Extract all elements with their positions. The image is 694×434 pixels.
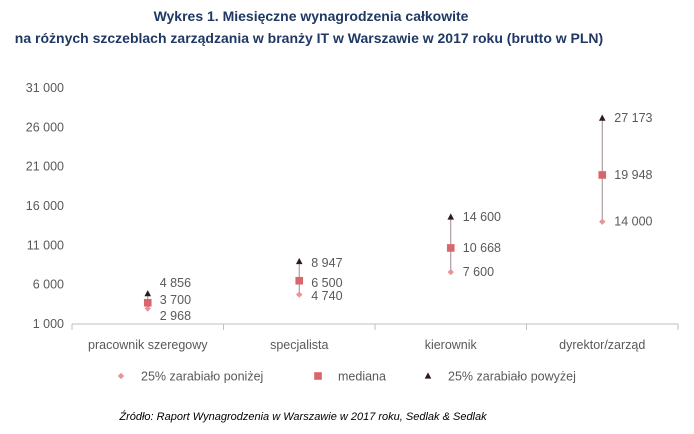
data-point-square <box>446 244 455 252</box>
x-category-label: kierownik <box>425 338 478 352</box>
data-label: 27 173 <box>614 111 652 125</box>
chart-title-line-1: Wykres 1. Miesięczne wynagrodzenia całko… <box>153 8 469 24</box>
y-tick-label: 21 000 <box>26 160 64 174</box>
data-point-diamond <box>144 305 151 312</box>
legend-label: mediana <box>338 370 386 384</box>
legend-marker-square <box>314 372 322 380</box>
data-point-diamond <box>599 218 606 225</box>
data-point-square <box>143 298 152 307</box>
legend-label: 25% zarabiało powyżej <box>448 370 576 384</box>
y-tick-label: 1 000 <box>33 317 64 331</box>
data-label: 4 740 <box>311 289 342 303</box>
data-point-diamond <box>296 291 303 298</box>
data-point-triangle <box>144 290 152 297</box>
data-label: 6 500 <box>311 276 342 290</box>
source-note: Źródło: Raport Wynagrodzenia w Warszawie… <box>119 411 487 423</box>
x-category-label: specjalista <box>270 338 328 352</box>
data-label: 3 700 <box>160 293 191 307</box>
data-label: 19 948 <box>614 168 652 182</box>
y-tick-label: 11 000 <box>27 238 64 252</box>
legend-label: 25% zarabiało poniżej <box>141 370 263 384</box>
data-label: 8 947 <box>311 256 342 270</box>
x-category-label: dyrektor/zarząd <box>559 338 645 352</box>
data-point-square <box>598 171 607 179</box>
chart-title-line-2: na różnych szczeblach zarządzania w bran… <box>14 30 604 46</box>
data-label: 14 000 <box>614 215 652 229</box>
data-point-square <box>295 276 304 285</box>
data-point-triangle <box>447 213 455 220</box>
y-tick-label: 6 000 <box>33 278 64 292</box>
x-category-label: pracownik szeregowy <box>88 338 208 352</box>
data-point-triangle <box>598 114 606 121</box>
y-tick-label: 16 000 <box>26 199 64 213</box>
data-label: 10 668 <box>463 241 501 255</box>
legend-marker-triangle <box>424 372 432 379</box>
data-label: 14 600 <box>463 210 501 224</box>
data-point-diamond <box>447 268 454 276</box>
legend-marker-diamond <box>117 372 125 380</box>
data-point-triangle <box>295 257 303 265</box>
y-tick-label: 26 000 <box>26 120 64 134</box>
data-label: 7 600 <box>463 265 494 279</box>
data-label: 2 968 <box>160 309 191 323</box>
y-tick-label: 31 000 <box>26 81 64 95</box>
data-label: 4 856 <box>160 276 191 290</box>
